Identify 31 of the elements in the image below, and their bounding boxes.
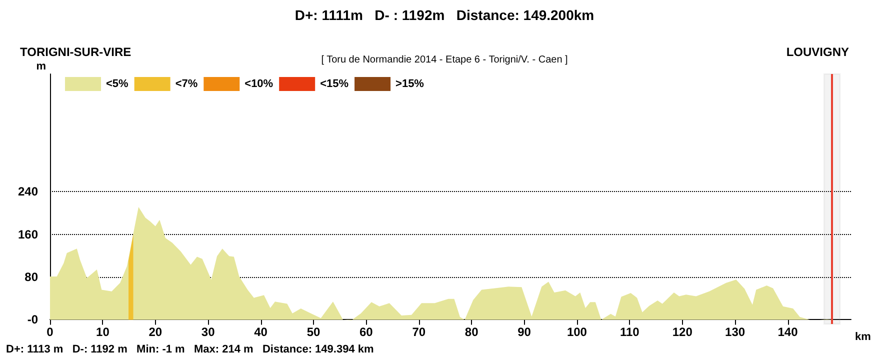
legend-label: <7% bbox=[175, 78, 198, 90]
y-axis-title: m bbox=[36, 60, 46, 72]
y-tick-label: 240 bbox=[18, 184, 38, 199]
legend-label: <15% bbox=[320, 78, 349, 90]
x-tick-label: 130 bbox=[725, 325, 746, 339]
x-tick-label: 90 bbox=[518, 325, 532, 339]
x-tick-label: 40 bbox=[254, 325, 268, 339]
chart-title: [ Toru de Normandie 2014 - Etape 6 - Torigni/V. - Caen ] bbox=[321, 54, 568, 66]
x-axis-title: km bbox=[855, 331, 872, 344]
legend-label: <10% bbox=[244, 78, 274, 90]
text: TORIGNI-SUR-VIRE bbox=[20, 45, 132, 59]
x-tick-label: 50 bbox=[306, 325, 320, 339]
legend-label: <5% bbox=[106, 78, 129, 90]
x-tick-label: 10 bbox=[96, 325, 110, 339]
x-tick-label: 80 bbox=[464, 325, 479, 339]
y-tick-label: -0 bbox=[27, 312, 38, 327]
y-tick-label: 160 bbox=[18, 227, 38, 242]
x-tick-label: 70 bbox=[412, 325, 426, 339]
text: D+: 1111m D- : 1192m Distance: 149.200km bbox=[294, 7, 594, 23]
x-tick-label: 60 bbox=[360, 325, 374, 339]
legend-label: >15% bbox=[396, 78, 424, 90]
x-tick-label: 100 bbox=[566, 325, 588, 339]
x-tick-label: 120 bbox=[672, 325, 693, 339]
text: LOUVIGNY bbox=[786, 45, 849, 59]
x-tick-label: 140 bbox=[778, 325, 798, 339]
x-tick-label: 20 bbox=[148, 325, 162, 339]
x-tick-label: 30 bbox=[201, 325, 216, 339]
x-tick-label: 0 bbox=[46, 325, 54, 339]
x-tick-label: 110 bbox=[620, 325, 640, 339]
text: D+: 1113 m D-: 1192 m Min: -1 m Max: 214 m Distance: 149.394 km bbox=[6, 344, 374, 356]
y-tick-label: 80 bbox=[24, 270, 38, 284]
